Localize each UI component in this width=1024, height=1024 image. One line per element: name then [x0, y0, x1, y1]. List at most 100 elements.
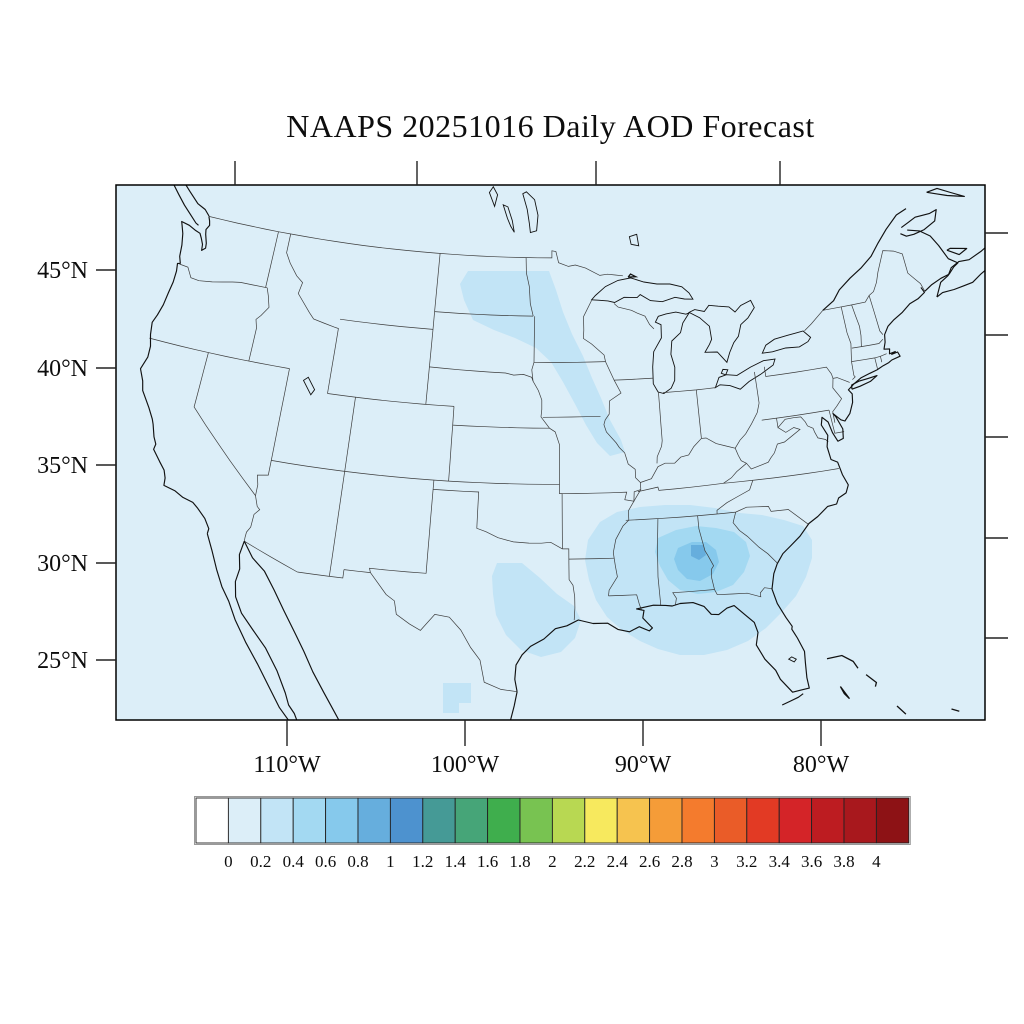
state-border-line [448, 406, 455, 482]
colorbar-segment [357, 797, 391, 844]
longitude-label: 110°W [253, 752, 321, 778]
state-border-line [614, 377, 654, 381]
state-border-line [656, 391, 663, 464]
lake-outline [720, 368, 729, 376]
coastline [900, 209, 937, 237]
state-border-line [542, 415, 601, 418]
state-border-line [754, 371, 760, 404]
colorbar-segment [551, 797, 586, 844]
colorbar-tick-label: 0.4 [283, 852, 305, 871]
aod-patch-south-texas-border [443, 683, 471, 713]
state-border-line [297, 569, 345, 579]
state-border-line [286, 233, 339, 394]
state-border-line [746, 427, 801, 470]
colorbar-segment [713, 797, 748, 844]
coastline [740, 731, 850, 753]
latitude-label: 40°N [37, 356, 88, 382]
aod-patch-texas-gulf-coast [492, 563, 581, 657]
colorbar-tick-label: 0.2 [250, 852, 271, 871]
state-border-line [179, 263, 268, 289]
coastline [185, 185, 210, 217]
aod-shading-layer [443, 271, 812, 713]
state-border-line [532, 380, 560, 485]
state-border-line [868, 295, 884, 335]
state-border-line [531, 316, 536, 382]
state-border-line [672, 589, 715, 606]
colorbar-segment [195, 797, 229, 844]
colorbar-tick-label: 0.8 [347, 852, 368, 871]
colorbar-tick-label: 2.2 [574, 852, 595, 871]
state-border-line [717, 587, 772, 598]
state-border-line [568, 557, 615, 560]
colorbar-tick-label: 1.8 [509, 852, 530, 871]
state-border-line [370, 572, 518, 693]
state-border-line [723, 463, 747, 484]
coastline [139, 216, 211, 534]
colorbar-segment [811, 797, 845, 844]
island-outline [826, 654, 859, 669]
axis-ticks [96, 161, 1008, 746]
state-border-line [851, 338, 884, 349]
colorbar-segment [519, 797, 553, 844]
state-border-line [343, 569, 371, 573]
state-border-line [248, 287, 270, 362]
colorbar-tick-label: 3.6 [801, 852, 822, 871]
state-border-line [874, 357, 878, 369]
state-border-line [562, 548, 576, 621]
longitude-label: 90°W [615, 752, 672, 778]
state-border-line [625, 513, 718, 521]
state-border-line [804, 250, 926, 331]
state-border-line [763, 366, 850, 383]
lake-outline [628, 233, 640, 247]
colorbar-border [194, 796, 911, 845]
state-border-line [732, 512, 778, 564]
lake-outline [522, 191, 539, 234]
lake-outline [787, 656, 797, 663]
colorbar-segment [649, 797, 683, 844]
aod-patch-alabama-core-spot [691, 545, 706, 560]
colorbar-tick-label: 0.6 [315, 852, 336, 871]
state-border-line [559, 489, 641, 502]
colorbar-segment [227, 797, 262, 844]
coastline [173, 185, 199, 226]
colorbar-segment [389, 797, 424, 844]
state-border-line [613, 303, 655, 330]
state-border-line [255, 368, 290, 496]
state-border-line [193, 352, 261, 542]
colorbar-tick-label: 1.6 [477, 852, 498, 871]
state-border-line [271, 460, 560, 485]
colorbar-segment [616, 797, 651, 844]
state-border-line [840, 306, 856, 380]
coastline [822, 208, 907, 311]
coastline [781, 693, 804, 706]
state-border-line [717, 506, 809, 525]
latitude-label: 25°N [37, 648, 88, 674]
colorbar-segment [681, 797, 715, 844]
state-border-line [637, 482, 724, 492]
colorbar-tick-label: 3.4 [769, 852, 791, 871]
state-border-line [265, 231, 279, 288]
aod-patch-central-alabama [674, 542, 719, 581]
state-border-line [327, 393, 455, 407]
colorbar-segment [292, 797, 327, 844]
colorbar-tick-label: 4 [872, 852, 881, 871]
state-border-line [433, 489, 563, 550]
colorbar-tick-label: 1 [386, 852, 395, 871]
state-border-line [533, 361, 606, 363]
colorbar-segment [584, 797, 618, 844]
state-border-line [880, 356, 883, 363]
colorbar-tick-label: 2 [548, 852, 557, 871]
lake-outline [761, 330, 812, 354]
state-border-line [559, 484, 563, 549]
island-outline [627, 273, 639, 278]
state-border-line [776, 416, 829, 443]
state-border-line [369, 480, 435, 574]
map-frame [115, 184, 986, 721]
colorbar-tick-label: 3.2 [736, 852, 757, 871]
colorbar-tick-label: 2.6 [639, 852, 660, 871]
state-border-line [328, 397, 356, 577]
latitude-label: 30°N [37, 551, 88, 577]
coastline [936, 247, 985, 298]
colorbar-tick-label: 3.8 [833, 852, 854, 871]
